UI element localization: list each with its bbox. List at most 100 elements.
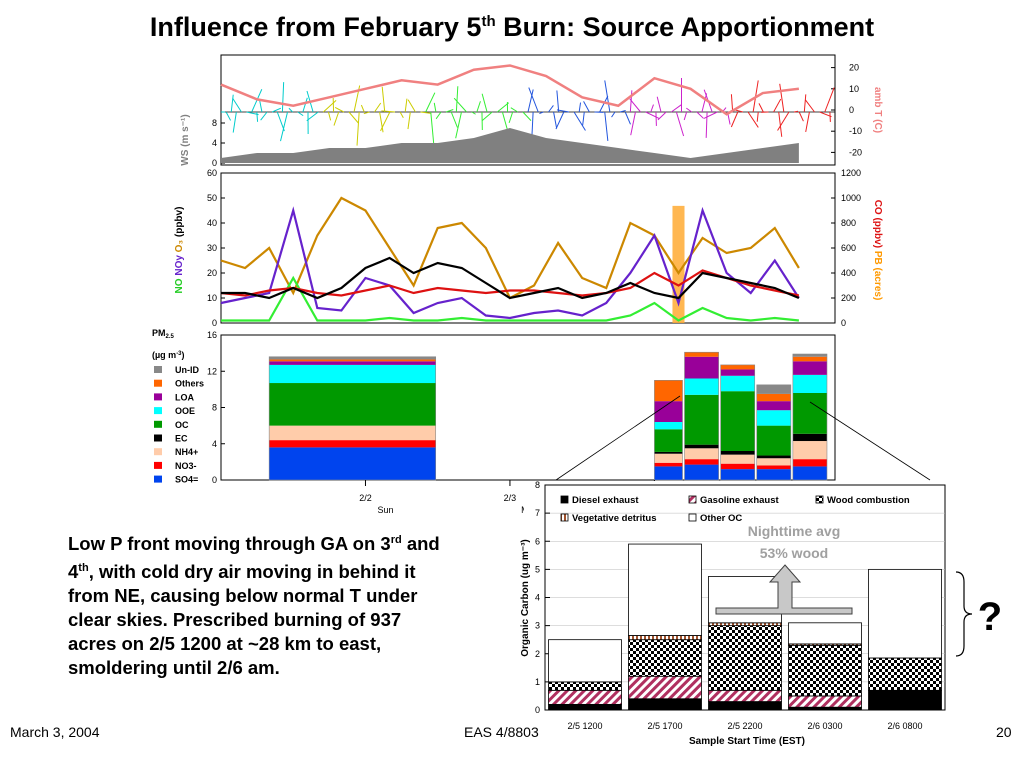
wind-barb xyxy=(433,102,437,113)
wind-barb xyxy=(232,111,237,133)
gas-tick-label: 30 xyxy=(207,243,217,253)
gas-series-no xyxy=(221,275,799,322)
wind-barb xyxy=(404,98,408,113)
day-tick-label: Sun xyxy=(377,505,393,515)
wind-barb xyxy=(363,111,370,115)
oc-legend-label: Gasoline exhaust xyxy=(700,495,780,506)
pm-bar-segment xyxy=(654,422,683,430)
wind-barb xyxy=(578,102,582,113)
ws-tick-label: 4 xyxy=(212,138,217,148)
wind-barb xyxy=(471,111,476,115)
pm-bar-segment xyxy=(756,455,791,459)
oc-bar-segment xyxy=(548,703,622,711)
wind-barb xyxy=(819,111,832,118)
wind-barb xyxy=(508,111,514,124)
wind-barb xyxy=(701,93,708,113)
wind-barb xyxy=(686,107,693,113)
wind-barb xyxy=(756,111,759,122)
pm-bar-segment xyxy=(792,361,827,375)
wind-barb xyxy=(445,109,454,113)
wind-barb xyxy=(334,106,345,113)
pm-bar-segment xyxy=(684,444,719,449)
wind-barb xyxy=(225,111,232,121)
pm-bar-segment xyxy=(684,352,719,357)
wind-barb xyxy=(496,102,510,113)
wind-barb xyxy=(824,87,835,113)
pm-bar-segment xyxy=(756,401,791,411)
wind-barb xyxy=(455,111,462,139)
panel1-series xyxy=(220,64,800,163)
wind-barb xyxy=(288,107,293,113)
pm-bar-segment xyxy=(720,454,755,464)
wind-barb xyxy=(779,83,785,113)
wind-barb xyxy=(425,92,436,113)
wind-barb xyxy=(381,110,396,113)
oc-bar-segment xyxy=(628,635,702,641)
wind-barb xyxy=(758,103,764,113)
wind-barb xyxy=(528,87,539,113)
oc-category-label: 2/5 1700 xyxy=(647,721,682,731)
wind-barb xyxy=(573,111,586,131)
pm-bar-segment xyxy=(792,441,827,460)
wind-barb xyxy=(556,90,560,113)
co-tick-label: 0 xyxy=(841,318,846,328)
oc-bars xyxy=(548,543,942,711)
temp-axis-label: amb T (C) xyxy=(872,87,883,133)
oc-legend-swatch xyxy=(688,495,697,504)
temp-tick-label: 0 xyxy=(849,105,854,115)
pm-legend-label: OC xyxy=(175,420,189,430)
wind-barb xyxy=(556,109,570,113)
wind-barb xyxy=(380,111,391,132)
oc-bar-segment xyxy=(708,625,782,691)
pm-bar-outline xyxy=(792,353,828,481)
title-end: Burn: Source Apportionment xyxy=(495,12,875,42)
pm-legend-swatch xyxy=(154,379,162,387)
wind-barb xyxy=(407,99,416,113)
pm-bar-segment xyxy=(654,380,683,402)
wind-barb xyxy=(302,97,308,113)
wind-barb xyxy=(611,111,616,118)
oc-x-axis-label: Sample Start Time (EST) xyxy=(689,736,805,747)
oc-annotation-line2: 53% wood xyxy=(760,545,828,561)
pm-bar-segment xyxy=(792,356,827,362)
gas-tick-label: 20 xyxy=(207,268,217,278)
gas-tick-label: 40 xyxy=(207,218,217,228)
pm-bar-segment xyxy=(684,394,719,445)
wind-barb xyxy=(630,111,636,136)
pm-bar-segment xyxy=(269,425,436,441)
pm-legend-swatch xyxy=(154,393,162,401)
oc-category-label: 2/5 1200 xyxy=(567,721,602,731)
oc-bar-segment xyxy=(788,644,862,697)
pm-legend-swatch xyxy=(154,434,162,442)
slide-title: Influence from February 5th Burn: Source… xyxy=(0,12,1024,43)
temp-tick-label: -10 xyxy=(849,126,862,136)
wind-barb xyxy=(730,94,734,113)
oc-bar-segment xyxy=(548,639,622,683)
wind-barb xyxy=(555,111,565,130)
pm-legend-swatch xyxy=(154,407,162,415)
pm-bar-segment xyxy=(684,459,719,465)
co-tick-label: 600 xyxy=(841,243,856,253)
oc-bar-segment xyxy=(708,689,782,702)
co-tick-label: 400 xyxy=(841,268,856,278)
wind-barb xyxy=(435,111,442,120)
oc-category-labels: 2/5 1200 2/5 1700 2/5 2200 2/6 0300 2/6 0800 xyxy=(567,721,922,731)
wind-barb xyxy=(297,111,304,117)
oc-y-axis-label: Organic Carbon (ug m⁻³) xyxy=(520,539,531,657)
oc-bar-segment xyxy=(868,657,942,691)
wind-barb xyxy=(805,111,810,133)
pm-legend-label: EC xyxy=(175,434,188,444)
wind-barb xyxy=(407,111,411,130)
para-sup1: rd xyxy=(390,534,402,546)
oc-tick-label: 2 xyxy=(535,649,540,659)
oc-tick-label: 7 xyxy=(535,508,540,518)
wind-barb xyxy=(348,111,359,124)
oc-bar-segment xyxy=(628,698,702,711)
temp-tick-label: 10 xyxy=(849,84,859,94)
pm-bar-segment xyxy=(792,393,827,434)
date-tick-label: 2/3 xyxy=(504,493,517,503)
oc-bar-segment xyxy=(788,695,862,708)
wind-barb xyxy=(624,111,631,125)
title-superscript: th xyxy=(481,13,496,30)
panel-gases: 0 10 20 30 40 50 60 0 200 400 600 800 1000 1200 NO N… xyxy=(174,168,883,328)
